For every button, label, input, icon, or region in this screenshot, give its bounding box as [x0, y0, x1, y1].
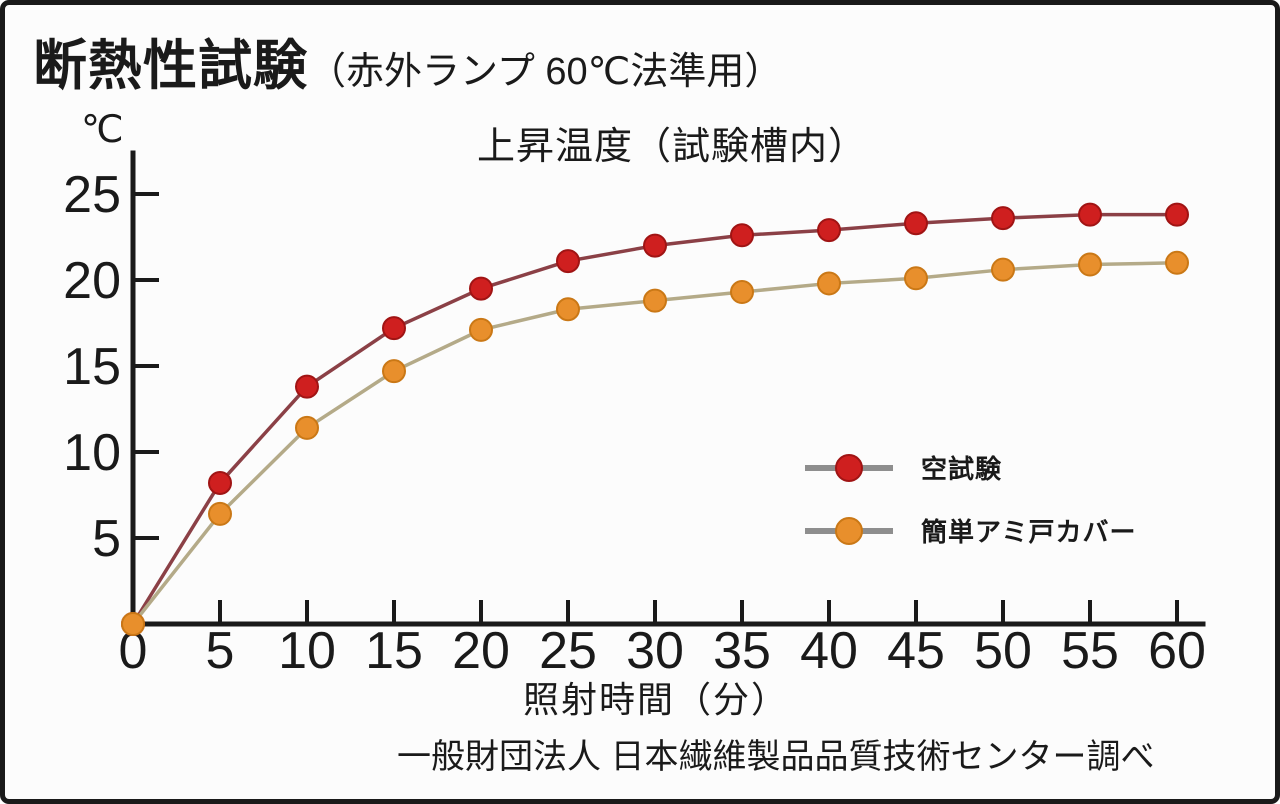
x-tick-label: 50 — [974, 622, 1032, 680]
x-tick-label: 45 — [887, 622, 945, 680]
data-point-0 — [1078, 202, 1102, 227]
data-point-0 — [730, 223, 754, 248]
x-tick-label: 60 — [1148, 622, 1206, 680]
data-point-0 — [295, 374, 319, 399]
legend-marker-orange-icon — [805, 516, 893, 545]
chart-title: 上昇温度（試験槽内） — [477, 126, 868, 168]
panel-title-paren: （赤外ランプ 60℃法準用） — [308, 51, 783, 93]
y-axis-unit-label: ℃ — [81, 109, 124, 151]
x-tick-label: 10 — [278, 622, 336, 680]
x-tick-label: 35 — [713, 622, 771, 680]
legend-label-blank-test: 空試験 — [921, 454, 1003, 484]
panel-title-main: 断熱性試験 — [33, 36, 308, 96]
data-point-1 — [556, 297, 580, 322]
data-point-1 — [1078, 252, 1102, 277]
x-tick-label: 30 — [626, 622, 684, 680]
data-point-1 — [817, 271, 841, 296]
y-tick-label: 25 — [63, 166, 121, 224]
data-point-1 — [382, 359, 406, 384]
panel-title: 断熱性試験 （赤外ランプ 60℃法準用） — [33, 21, 782, 100]
y-tick-label: 15 — [63, 338, 121, 396]
data-point-1 — [730, 280, 754, 305]
x-tick-label: 20 — [452, 622, 510, 680]
data-point-0 — [208, 470, 232, 495]
x-tick-label: 5 — [206, 622, 235, 680]
y-tick-label: 10 — [63, 424, 121, 482]
x-tick-label: 55 — [1061, 622, 1119, 680]
data-point-1 — [904, 266, 928, 291]
y-tick-label: 5 — [92, 510, 121, 568]
data-point-0 — [556, 249, 580, 274]
data-point-1 — [121, 612, 145, 636]
data-point-0 — [643, 233, 667, 258]
data-point-0 — [1165, 202, 1189, 227]
data-point-0 — [904, 211, 928, 236]
data-point-1 — [469, 317, 493, 342]
legend: 空試験 簡単アミ戸カバー — [803, 449, 1136, 549]
data-point-0 — [817, 218, 841, 243]
x-tick-label: 15 — [365, 622, 423, 680]
data-point-0 — [991, 206, 1015, 231]
data-point-1 — [295, 415, 319, 440]
legend-marker-red-icon — [805, 453, 893, 482]
series-line-1 — [131, 261, 1178, 626]
data-point-1 — [208, 501, 232, 526]
data-point-1 — [991, 257, 1015, 282]
legend-item-blank-test: 空試験 — [803, 449, 1136, 486]
source-note: 一般財団法人 日本繊維製品品質技術センター調べ — [397, 738, 1155, 776]
data-point-1 — [643, 288, 667, 313]
legend-item-screen-cover: 簡単アミ戸カバー — [803, 512, 1136, 549]
x-tick-label: 40 — [800, 622, 858, 680]
data-point-1 — [1165, 250, 1189, 275]
data-point-0 — [382, 316, 406, 341]
data-point-0 — [469, 276, 493, 301]
y-tick-label: 20 — [63, 252, 121, 310]
x-axis-label: 照射時間（分） — [523, 679, 790, 720]
axes — [130, 150, 1206, 627]
series-line-0 — [131, 212, 1177, 625]
x-tick-label: 25 — [539, 622, 597, 680]
legend-label-screen-cover: 簡単アミ戸カバー — [921, 517, 1137, 547]
